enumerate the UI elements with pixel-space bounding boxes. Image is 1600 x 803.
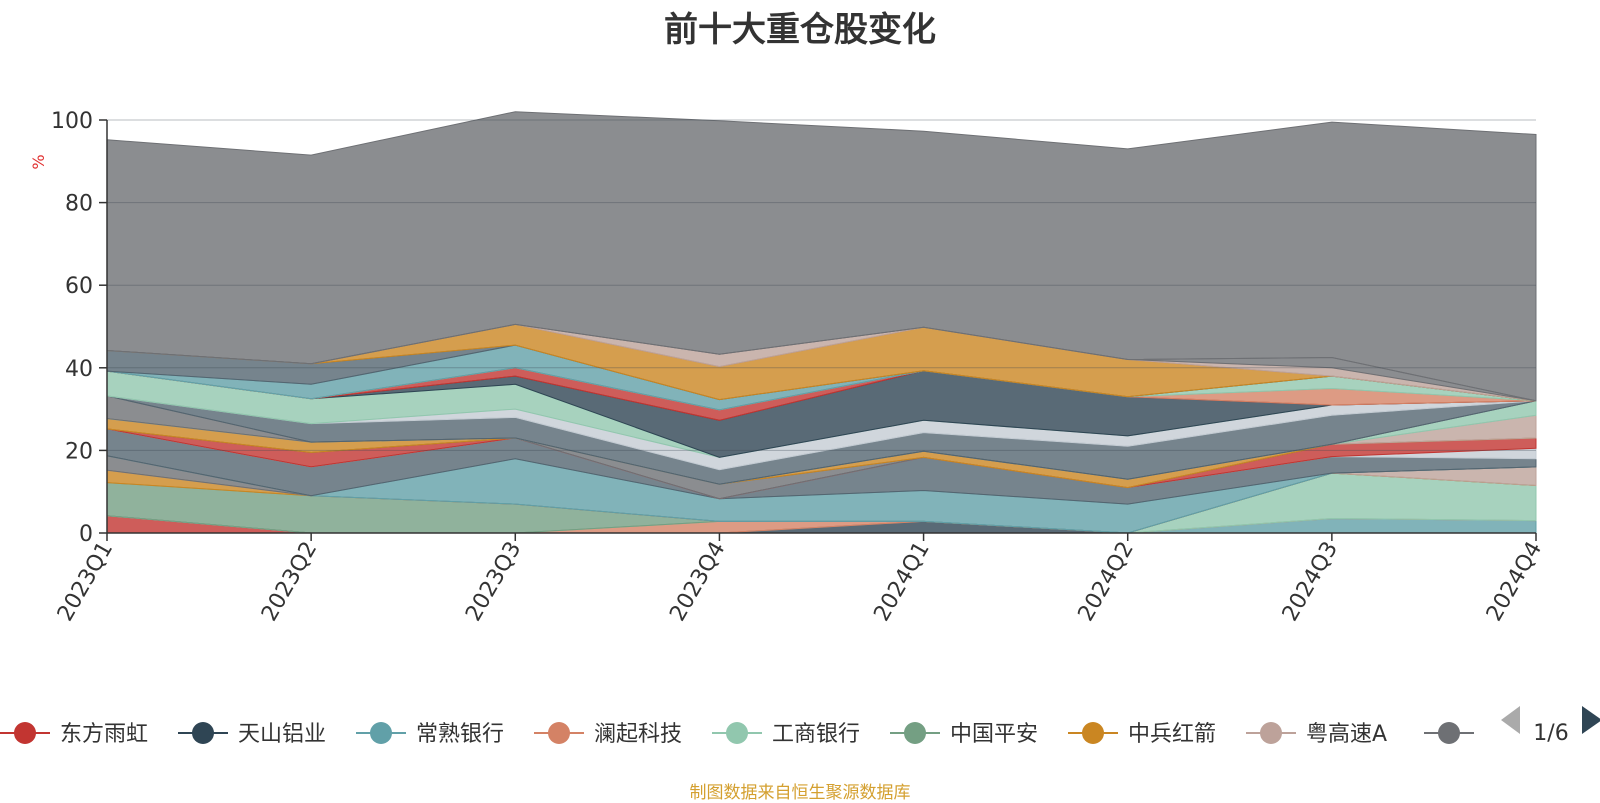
- y-tick-label: 60: [65, 274, 93, 299]
- legend-label: 天山铝业: [238, 722, 326, 747]
- legend-marker-icon: [1082, 722, 1104, 744]
- area-series-series-31: [106, 111, 1537, 402]
- legend-marker-icon: [548, 722, 570, 744]
- legend-marker-icon: [904, 722, 926, 744]
- chart-title: 前十大重仓股变化: [664, 10, 936, 50]
- x-tick-label: 2024Q3: [1278, 538, 1343, 626]
- x-tick-label: 2023Q3: [461, 538, 526, 626]
- legend-label: 工商银行: [772, 722, 860, 747]
- legend-page-indicator: 1/6: [1533, 721, 1568, 746]
- legend-item[interactable]: 工商银行: [712, 722, 860, 747]
- legend-label: 中兵红箭: [1128, 722, 1216, 747]
- legend-next-page-icon[interactable]: [1582, 706, 1600, 734]
- x-tick-label: 2024Q1: [869, 538, 934, 626]
- legend-item[interactable]: 粤高速A: [1246, 722, 1387, 747]
- legend-item[interactable]: 常熟银行: [356, 722, 504, 747]
- legend-label: 粤高速A: [1306, 722, 1387, 747]
- area-series-layer: [106, 111, 1537, 534]
- grid-lines: [107, 119, 1536, 451]
- data-source-note: 制图数据来自恒生聚源数据库: [689, 783, 911, 803]
- legend-label: 常熟银行: [416, 722, 504, 747]
- legend-marker-icon: [192, 722, 214, 744]
- y-tick-label: 80: [65, 192, 93, 217]
- y-tick-label: 100: [51, 109, 93, 134]
- y-tick-label: 20: [65, 439, 93, 464]
- legend-item[interactable]: 中兵红箭: [1068, 722, 1216, 747]
- legend: 东方雨虹 天山铝业 常熟银行 澜起科技 工商银行 中国平安 中兵红箭 粤高速A 1/6: [0, 706, 1600, 747]
- legend-marker-icon: [370, 722, 392, 744]
- legend-label: 澜起科技: [594, 722, 682, 747]
- legend-item-partial[interactable]: [1424, 722, 1474, 744]
- legend-marker-icon: [1438, 722, 1460, 744]
- y-tick-label: 40: [65, 357, 93, 382]
- x-tick-label: 2024Q2: [1074, 538, 1139, 626]
- legend-marker-icon: [726, 722, 748, 744]
- legend-prev-page-icon[interactable]: [1501, 706, 1520, 734]
- legend-label: 东方雨虹: [60, 722, 148, 747]
- legend-marker-icon: [1260, 722, 1282, 744]
- legend-item[interactable]: 中国平安: [890, 722, 1038, 747]
- legend-item[interactable]: 东方雨虹: [0, 722, 148, 747]
- legend-item[interactable]: 澜起科技: [534, 722, 682, 747]
- y-tick-label: 0: [79, 522, 93, 547]
- y-axis-label: %: [29, 154, 48, 169]
- legend-item[interactable]: 天山铝业: [178, 722, 326, 747]
- x-tick-label: 2023Q1: [53, 538, 118, 626]
- legend-marker-icon: [14, 722, 36, 744]
- legend-label: 中国平安: [950, 722, 1038, 747]
- x-tick-label: 2023Q2: [257, 538, 322, 626]
- x-tick-label: 2023Q4: [665, 538, 730, 626]
- x-tick-label: 2024Q4: [1482, 538, 1547, 626]
